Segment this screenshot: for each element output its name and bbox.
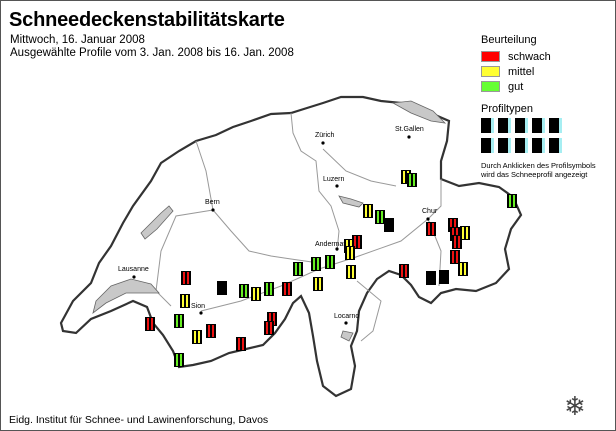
click-hint: Durch Anklicken des Profilsymbols wird d…: [481, 161, 596, 179]
map-date-range: Ausgewählte Profile vom 3. Jan. 2008 bis…: [10, 47, 294, 59]
good-swatch: [481, 81, 500, 92]
lake-constance: [391, 100, 447, 124]
canton-lines: [155, 112, 442, 342]
profile-marker[interactable]: [384, 218, 394, 232]
profile-marker[interactable]: [293, 262, 303, 276]
legend-item-good: gut: [481, 79, 551, 94]
city-dot: [335, 184, 339, 188]
city-label: Bern: [205, 199, 220, 206]
profile-marker[interactable]: [448, 218, 458, 232]
city-dot: [335, 247, 339, 251]
legend-label: mittel: [508, 65, 535, 78]
profile-marker[interactable]: [399, 264, 409, 278]
profile-type-symbol: [498, 118, 511, 133]
legend-label: schwach: [508, 50, 551, 63]
country-border: [59, 95, 523, 398]
profile-marker[interactable]: [325, 255, 335, 269]
lake-maggiore: [340, 330, 354, 342]
snowflake-icon: ❄: [564, 391, 586, 421]
profile-marker[interactable]: [251, 287, 261, 301]
legend-item-medium: mittel: [481, 64, 551, 79]
profile-marker[interactable]: [452, 235, 462, 249]
profile-type-symbol: [549, 118, 562, 133]
profile-type-symbol: [532, 118, 545, 133]
profile-marker[interactable]: [282, 282, 292, 296]
profile-marker[interactable]: [236, 337, 246, 351]
map-date: Mittwoch, 16. Januar 2008: [10, 34, 145, 46]
profile-type-symbol: [515, 138, 528, 153]
city-label: Zürich: [315, 132, 335, 139]
city-dot: [132, 275, 136, 279]
city-label: Sion: [191, 303, 205, 310]
profile-marker[interactable]: [311, 257, 321, 271]
profile-marker[interactable]: [426, 271, 436, 285]
profile-marker[interactable]: [345, 246, 355, 260]
legend-heading: Beurteilung: [481, 34, 537, 46]
profile-marker[interactable]: [507, 194, 517, 208]
profile-marker[interactable]: [346, 265, 356, 279]
profile-marker[interactable]: [460, 226, 470, 240]
profile-types-heading: Profiltypen: [481, 103, 533, 115]
profile-marker[interactable]: [239, 284, 249, 298]
city-dot: [211, 208, 215, 212]
profile-marker[interactable]: [180, 294, 190, 308]
city-label: Locarno: [334, 313, 359, 320]
profile-types: Profiltypen: [481, 103, 562, 153]
profile-marker[interactable]: [450, 250, 460, 264]
profile-marker[interactable]: [375, 210, 385, 224]
city-dot: [344, 321, 348, 325]
city-label: St.Gallen: [395, 126, 424, 133]
profile-marker[interactable]: [174, 353, 184, 367]
lake-neuchatel: [140, 205, 174, 240]
city-label: Andermatt: [315, 241, 347, 248]
profile-marker[interactable]: [145, 317, 155, 331]
rating-legend: Beurteilung schwach mittel gut: [481, 34, 551, 94]
hint-line: Durch Anklicken des Profilsymbols: [481, 161, 596, 170]
profile-type-symbol: [515, 118, 528, 133]
profile-marker[interactable]: [363, 204, 373, 218]
city-dot: [321, 141, 325, 145]
profile-type-symbol: [549, 138, 562, 153]
city-dot: [199, 311, 203, 315]
city-label: Lausanne: [118, 266, 149, 273]
profile-type-symbol: [481, 118, 494, 133]
profile-marker[interactable]: [401, 170, 411, 184]
profile-marker[interactable]: [206, 324, 216, 338]
profile-marker[interactable]: [352, 235, 362, 249]
profile-marker[interactable]: [264, 282, 274, 296]
legend-label: gut: [508, 80, 524, 93]
lake-geneva: [92, 278, 160, 315]
profile-marker[interactable]: [439, 270, 449, 284]
profile-marker[interactable]: [458, 262, 468, 276]
profile-marker[interactable]: [264, 321, 274, 335]
city-label: Luzern: [323, 176, 345, 183]
hint-line: wird das Schneeprofil angezeigt: [481, 170, 588, 179]
profile-marker[interactable]: [181, 271, 191, 285]
medium-swatch: [481, 66, 500, 77]
profile-type-grid: [481, 118, 562, 153]
footer-institute: Eidg. Institut für Schnee- und Lawinenfo…: [9, 414, 269, 426]
profile-type-symbol: [532, 138, 545, 153]
city-dot: [426, 217, 430, 221]
lake-lucerne: [338, 195, 364, 208]
legend-item-weak: schwach: [481, 49, 551, 64]
profile-marker[interactable]: [450, 227, 460, 241]
map-title: Schneedeckenstabilitätskarte: [9, 9, 285, 31]
profile-marker[interactable]: [267, 312, 277, 326]
profile-marker[interactable]: [174, 314, 184, 328]
weak-swatch: [481, 51, 500, 62]
profile-marker[interactable]: [192, 330, 202, 344]
profile-marker[interactable]: [407, 173, 417, 187]
city-label: Chur: [422, 208, 438, 215]
profile-marker[interactable]: [313, 277, 323, 291]
profile-type-symbol: [481, 138, 494, 153]
profile-marker[interactable]: [217, 281, 227, 295]
profile-marker[interactable]: [426, 222, 436, 236]
profile-type-symbol: [498, 138, 511, 153]
city-dot: [407, 135, 411, 139]
